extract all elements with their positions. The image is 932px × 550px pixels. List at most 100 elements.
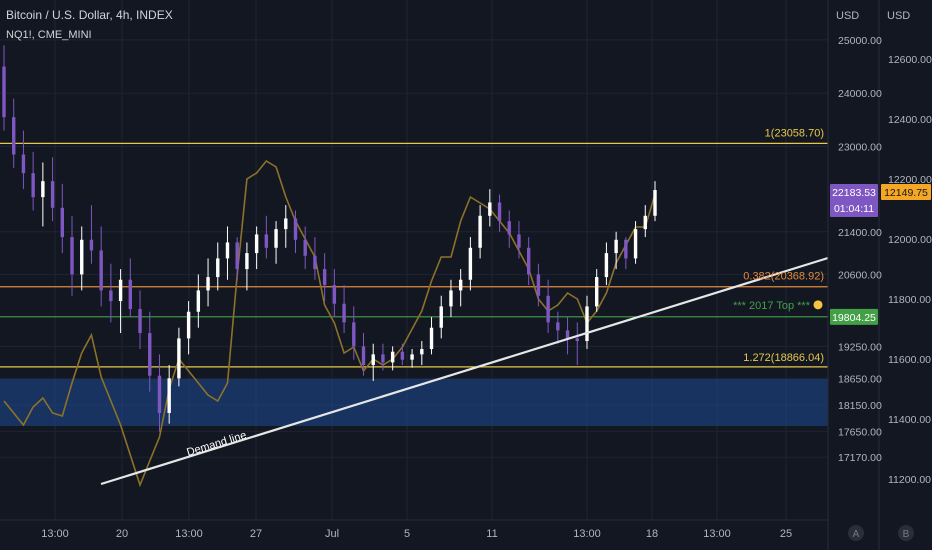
candle-body[interactable] xyxy=(293,218,298,240)
nq-price-tick: 12400.00 xyxy=(888,114,932,126)
candle-body[interactable] xyxy=(439,306,443,328)
candle-body[interactable] xyxy=(60,207,64,238)
candle-body[interactable] xyxy=(390,351,395,363)
candle-body[interactable] xyxy=(400,351,405,360)
candle-body[interactable] xyxy=(254,234,259,254)
btc-price-tick: 23000.00 xyxy=(838,142,882,154)
candle-body[interactable] xyxy=(80,239,84,275)
candle-body[interactable] xyxy=(614,239,618,254)
candle-body[interactable] xyxy=(546,295,550,323)
candle-body[interactable] xyxy=(118,279,123,302)
candle-body[interactable] xyxy=(41,181,45,198)
candle-body[interactable] xyxy=(322,269,327,286)
time-tick: 13:00 xyxy=(573,528,601,540)
candle-body[interactable] xyxy=(565,330,570,339)
btc-price-tick: 25000.00 xyxy=(838,35,882,47)
candle-body[interactable] xyxy=(595,277,599,307)
candle-body[interactable] xyxy=(429,327,434,350)
candle-body[interactable] xyxy=(526,247,531,275)
candle-body[interactable] xyxy=(313,255,317,270)
candle-body[interactable] xyxy=(352,322,356,347)
time-tick: 13:00 xyxy=(41,528,69,540)
btc-price-tick: 17650.00 xyxy=(838,427,882,439)
time-tick: 25 xyxy=(780,528,792,540)
candle-body[interactable] xyxy=(138,309,142,334)
candle-body[interactable] xyxy=(245,253,249,270)
btc-price-tick: 20600.00 xyxy=(838,269,882,281)
top-2017-label: *** 2017 Top *** xyxy=(733,300,811,312)
nq-price-tick: 11800.00 xyxy=(888,294,931,306)
candle-body[interactable] xyxy=(624,239,628,259)
btc-price-tick: 17170.00 xyxy=(838,452,882,464)
candle-body[interactable] xyxy=(284,218,288,230)
candle-body[interactable] xyxy=(109,290,113,302)
candle-body[interactable] xyxy=(507,221,511,235)
nq-price-tick: 12000.00 xyxy=(888,234,932,246)
candle-body[interactable] xyxy=(604,253,609,278)
candle-body[interactable] xyxy=(186,311,191,339)
candle-body[interactable] xyxy=(449,290,453,307)
candle-body[interactable] xyxy=(556,322,560,331)
candle-body[interactable] xyxy=(31,173,35,198)
candle-body[interactable] xyxy=(497,202,502,222)
candle-body[interactable] xyxy=(381,354,385,363)
nq-price-tag[interactable] xyxy=(881,184,931,200)
candle-body[interactable] xyxy=(177,338,181,379)
candle-body[interactable] xyxy=(264,234,269,248)
candle-body[interactable] xyxy=(128,279,133,310)
scale-button[interactable] xyxy=(848,525,864,541)
candle-body[interactable] xyxy=(206,277,210,291)
candle-body[interactable] xyxy=(575,338,579,342)
btc-candle-countdown: 01:04:11 xyxy=(834,203,874,215)
right-axis-unit: USD xyxy=(887,10,910,22)
candle-body[interactable] xyxy=(585,306,589,342)
candle-body[interactable] xyxy=(12,117,16,155)
candle-body[interactable] xyxy=(21,154,26,174)
nq-price-tick: 12200.00 xyxy=(888,174,932,186)
candle-body[interactable] xyxy=(225,242,230,259)
candle-body[interactable] xyxy=(89,239,94,251)
overlay-symbol-label: NQ1!, CME_MINI xyxy=(6,29,92,41)
btc-price-tag[interactable] xyxy=(830,184,878,217)
candle-body[interactable] xyxy=(70,237,74,275)
candle-body[interactable] xyxy=(216,258,220,278)
candle-body[interactable] xyxy=(420,349,424,355)
candle-body[interactable] xyxy=(361,346,366,366)
nq-price-tick: 11600.00 xyxy=(888,354,931,366)
scale-button[interactable] xyxy=(898,525,914,541)
candle-body[interactable] xyxy=(196,290,201,312)
candle-body[interactable] xyxy=(371,354,375,366)
candle-body[interactable] xyxy=(478,215,482,248)
nq-price-tick: 11200.00 xyxy=(888,474,931,486)
candle-body[interactable] xyxy=(517,234,521,248)
candle-body[interactable] xyxy=(536,274,541,296)
candle-body[interactable] xyxy=(332,285,337,304)
candle-body[interactable] xyxy=(643,215,647,230)
candle-body[interactable] xyxy=(342,303,346,323)
candle-body[interactable] xyxy=(274,229,278,248)
candle-body[interactable] xyxy=(235,242,239,270)
candle-body[interactable] xyxy=(653,190,657,216)
candle-body[interactable] xyxy=(468,247,473,280)
scale-button-label: B xyxy=(903,529,910,540)
candle-body[interactable] xyxy=(50,181,55,208)
top-2017-price-tag[interactable] xyxy=(830,308,878,325)
fib-0382-label: 0.382(20368.92) xyxy=(743,271,824,283)
candle-body[interactable] xyxy=(488,202,492,216)
demand-line[interactable] xyxy=(100,256,829,486)
candle-body[interactable] xyxy=(410,354,414,360)
time-tick: 18 xyxy=(646,528,658,540)
candle-body[interactable] xyxy=(458,279,463,291)
candle-body[interactable] xyxy=(148,333,152,376)
price-axis-panel[interactable] xyxy=(828,0,932,550)
candle-body[interactable] xyxy=(2,66,6,118)
time-tick: 11 xyxy=(486,528,497,540)
time-tick: 13:00 xyxy=(703,528,731,540)
candle-body[interactable] xyxy=(633,229,638,259)
candle-body[interactable] xyxy=(157,375,162,413)
candle-body[interactable] xyxy=(303,239,307,256)
candle-body[interactable] xyxy=(99,250,103,291)
candle-body[interactable] xyxy=(167,378,171,413)
